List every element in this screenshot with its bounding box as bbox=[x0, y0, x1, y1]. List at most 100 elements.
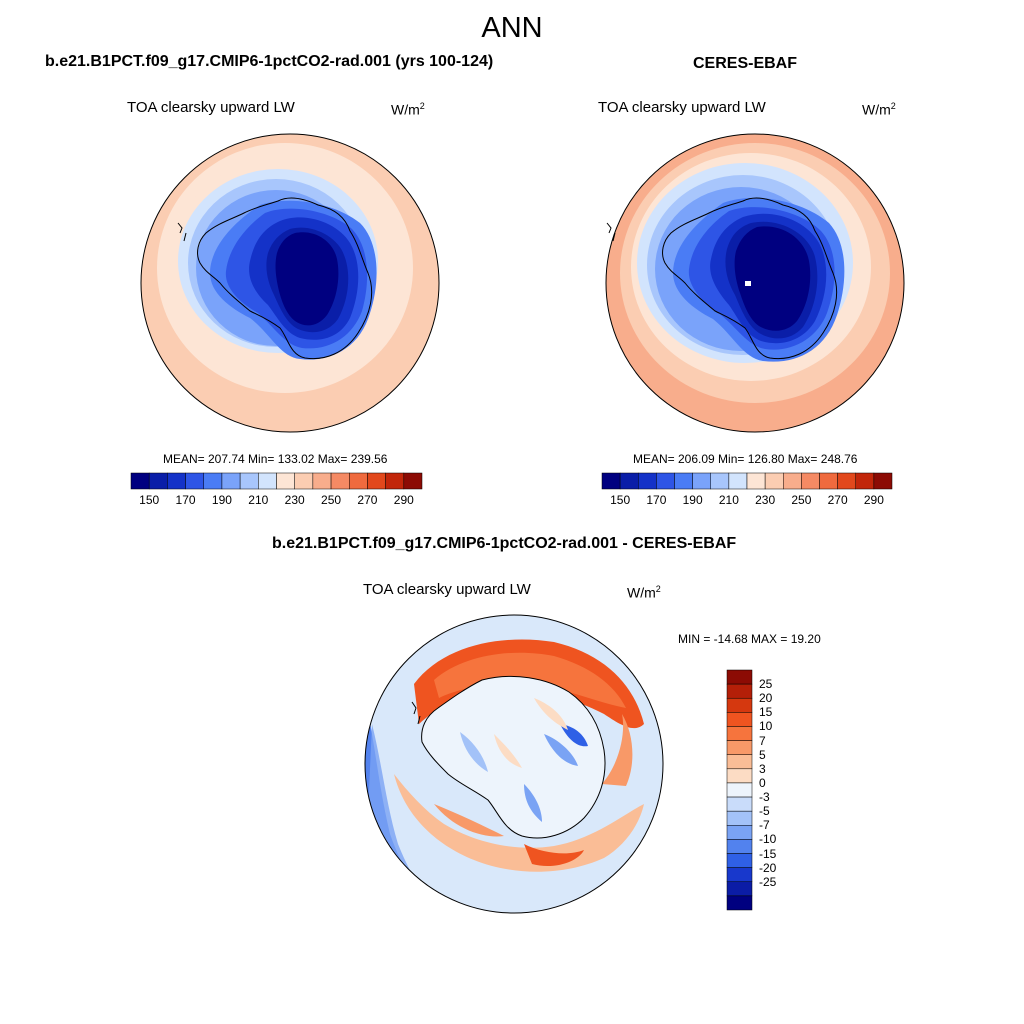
colorbar-tick-label: 290 bbox=[863, 493, 884, 507]
colorbar-swatch bbox=[726, 683, 753, 699]
colorbar-swatch bbox=[726, 697, 753, 713]
colorbar-tick-label: 170 bbox=[175, 493, 196, 507]
colorbar-swatch bbox=[385, 472, 405, 490]
obs-colorbar-ticks: 150 170 190 210 230 250 270 290 bbox=[602, 493, 892, 509]
colorbar-swatch bbox=[367, 472, 386, 490]
colorbar-swatch bbox=[692, 472, 711, 490]
colorbar-tick-label: 250 bbox=[321, 493, 342, 507]
colorbar-swatch bbox=[258, 472, 277, 490]
colorbar-swatch bbox=[185, 472, 204, 490]
colorbar-swatch bbox=[349, 472, 368, 490]
colorbar-swatch bbox=[726, 867, 753, 883]
figure-title: ANN bbox=[481, 12, 543, 44]
colorbar-swatch bbox=[130, 472, 150, 490]
colorbar-swatch bbox=[726, 839, 753, 854]
obs-colorbar bbox=[601, 472, 893, 490]
colorbar-swatch bbox=[638, 472, 657, 490]
colorbar-tick-label: 190 bbox=[682, 493, 703, 507]
colorbar-tick-label: 270 bbox=[357, 493, 378, 507]
colorbar-swatch bbox=[764, 472, 784, 490]
colorbar-tick-label: 3 bbox=[759, 761, 766, 776]
colorbar-tick-label: 270 bbox=[827, 493, 848, 507]
colorbar-tick-label: -10 bbox=[759, 832, 777, 847]
colorbar-swatch bbox=[726, 754, 753, 770]
obs-stats: MEAN= 206.09 Min= 126.80 Max= 248.76 bbox=[633, 452, 858, 466]
colorbar-tick-label: 15 bbox=[759, 705, 773, 720]
colorbar-tick-label: -5 bbox=[759, 804, 770, 819]
colorbar-swatch bbox=[837, 472, 856, 490]
colorbar-swatch bbox=[728, 472, 748, 490]
colorbar-swatch bbox=[726, 895, 753, 911]
colorbar-swatch bbox=[221, 472, 241, 490]
colorbar-swatch bbox=[710, 472, 730, 490]
obs-units-label: W/m2 bbox=[862, 101, 896, 118]
colorbar-swatch bbox=[403, 472, 423, 490]
diff-panel-title: b.e21.B1PCT.f09_g17.CMIP6-1pctCO2-rad.00… bbox=[272, 535, 737, 552]
colorbar-swatch bbox=[656, 472, 675, 490]
colorbar-swatch bbox=[312, 472, 332, 490]
colorbar-swatch bbox=[726, 740, 753, 755]
colorbar-swatch bbox=[726, 881, 753, 897]
obs-polar-map bbox=[605, 133, 905, 433]
model-stats: MEAN= 207.74 Min= 133.02 Max= 239.56 bbox=[163, 452, 388, 466]
colorbar-tick-label: -3 bbox=[759, 790, 770, 805]
colorbar-swatch bbox=[726, 669, 753, 685]
colorbar-swatch bbox=[783, 472, 802, 490]
colorbar-tick-label: 290 bbox=[393, 493, 414, 507]
colorbar-swatch bbox=[726, 796, 753, 812]
colorbar-tick-label: 210 bbox=[248, 493, 269, 507]
colorbar-swatch bbox=[819, 472, 838, 490]
obs-variable-label: TOA clearsky upward LW bbox=[598, 99, 766, 116]
colorbar-tick-label: 150 bbox=[139, 493, 160, 507]
diff-colorbar bbox=[726, 669, 753, 911]
diff-polar-map bbox=[364, 614, 664, 914]
colorbar-tick-label: 5 bbox=[759, 747, 766, 762]
colorbar-swatch bbox=[674, 472, 693, 490]
model-colorbar bbox=[130, 472, 423, 490]
colorbar-swatch bbox=[726, 825, 753, 840]
colorbar-swatch bbox=[726, 810, 753, 826]
colorbar-tick-label: 20 bbox=[759, 691, 773, 706]
colorbar-tick-label: -7 bbox=[759, 818, 770, 833]
model-colorbar-ticks: 150 170 190 210 230 250 270 290 bbox=[131, 493, 422, 509]
colorbar-tick-label: 230 bbox=[284, 493, 305, 507]
diff-colorbar-ticks: 25 20 15 10 7 5 3 0 -3 -5 -7 -10 -15 -20 -25 bbox=[759, 670, 809, 910]
colorbar-swatch bbox=[239, 472, 259, 490]
colorbar-swatch bbox=[726, 782, 753, 798]
diff-stats: MIN = -14.68 MAX = 19.20 bbox=[678, 632, 821, 646]
model-polar-map bbox=[140, 133, 440, 433]
model-units-label: W/m2 bbox=[391, 101, 425, 118]
colorbar-swatch bbox=[276, 472, 295, 490]
colorbar-swatch bbox=[726, 853, 753, 868]
colorbar-swatch bbox=[148, 472, 168, 490]
colorbar-tick-label: -25 bbox=[759, 874, 777, 889]
diff-units-label: W/m2 bbox=[627, 584, 661, 601]
colorbar-tick-label: 25 bbox=[759, 677, 773, 692]
colorbar-tick-label: 7 bbox=[759, 733, 766, 748]
colorbar-tick-label: 210 bbox=[718, 493, 739, 507]
diff-variable-label: TOA clearsky upward LW bbox=[363, 581, 531, 598]
colorbar-swatch bbox=[294, 472, 314, 490]
colorbar-swatch bbox=[619, 472, 639, 490]
colorbar-tick-label: 230 bbox=[755, 493, 776, 507]
model-variable-label: TOA clearsky upward LW bbox=[127, 99, 295, 116]
colorbar-swatch bbox=[801, 472, 820, 490]
colorbar-tick-label: 190 bbox=[211, 493, 232, 507]
colorbar-tick-label: -15 bbox=[759, 846, 777, 861]
colorbar-swatch bbox=[601, 472, 621, 490]
colorbar-swatch bbox=[726, 712, 753, 727]
colorbar-swatch bbox=[726, 726, 753, 741]
colorbar-tick-label: 170 bbox=[646, 493, 667, 507]
colorbar-swatch bbox=[855, 472, 875, 490]
colorbar-tick-label: -20 bbox=[759, 860, 777, 875]
colorbar-tick-label: 150 bbox=[610, 493, 631, 507]
colorbar-swatch bbox=[167, 472, 186, 490]
colorbar-swatch bbox=[873, 472, 893, 490]
colorbar-tick-label: 10 bbox=[759, 719, 773, 734]
colorbar-tick-label: 250 bbox=[791, 493, 812, 507]
obs-panel-title: CERES-EBAF bbox=[693, 55, 798, 72]
colorbar-swatch bbox=[726, 768, 753, 784]
colorbar-swatch bbox=[203, 472, 223, 490]
colorbar-tick-label: 0 bbox=[759, 775, 766, 790]
model-panel-title: b.e21.B1PCT.f09_g17.CMIP6-1pctCO2-rad.00… bbox=[45, 53, 494, 70]
